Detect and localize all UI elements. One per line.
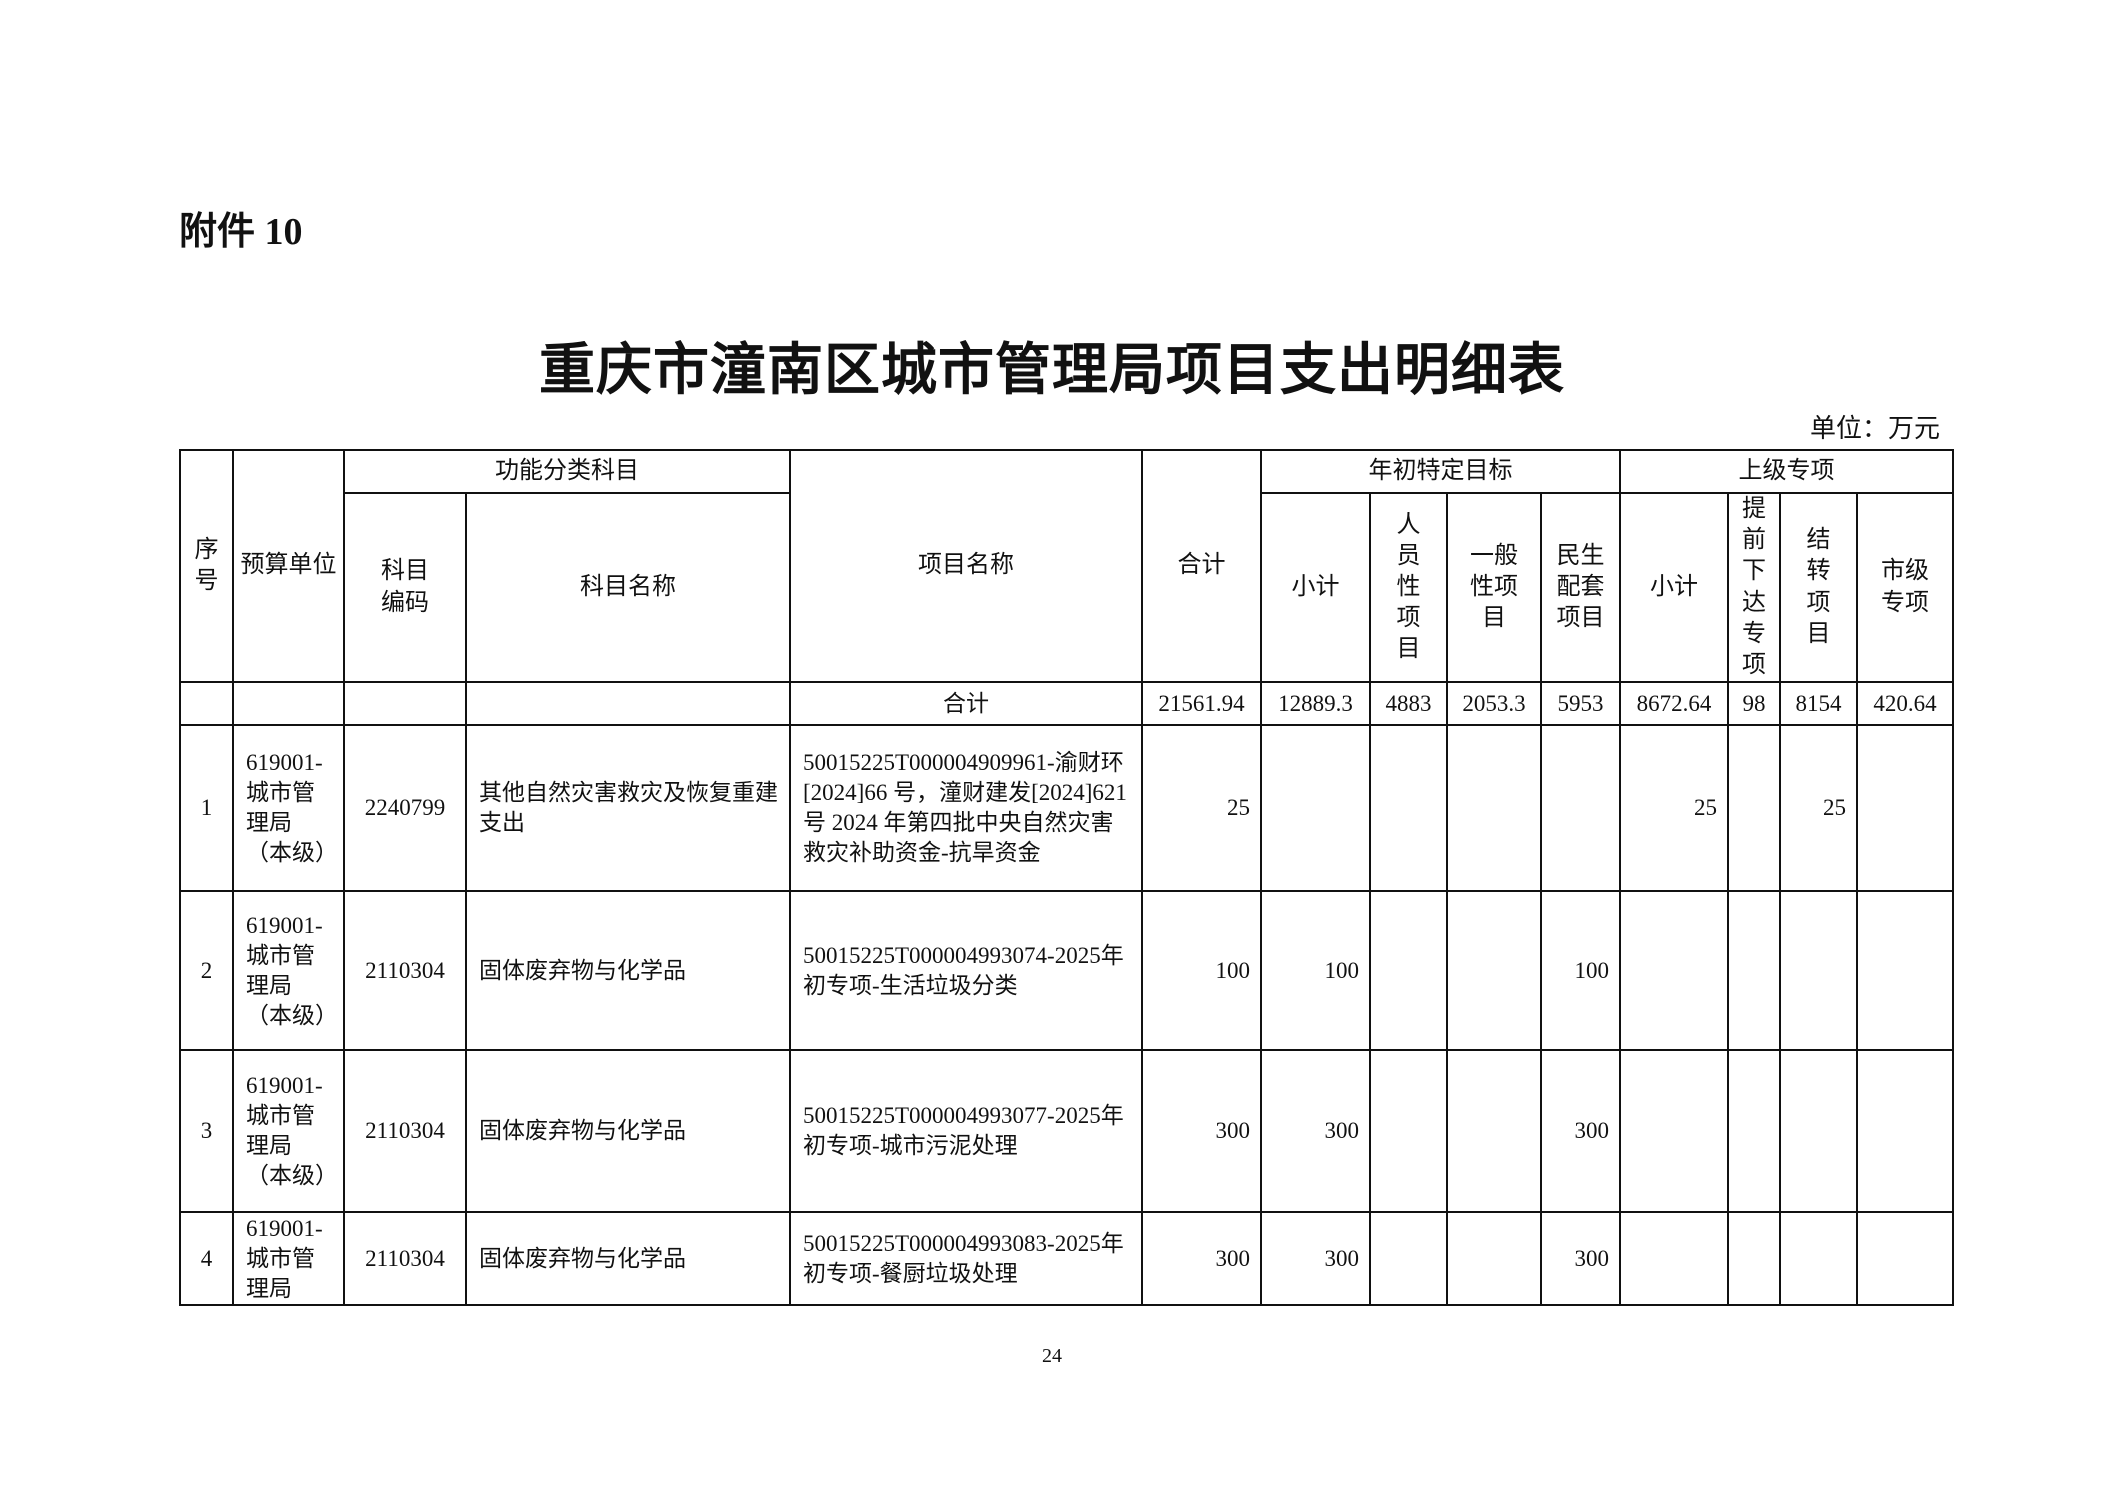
cell-subject: 其他自然灾害救灾及恢复重建支出 bbox=[465, 724, 791, 893]
cell-annual-sub: 300 bbox=[1260, 1049, 1371, 1214]
cell-subject: 固体废弃物与化学品 bbox=[465, 1211, 791, 1307]
cell-upper-sub bbox=[1619, 1049, 1729, 1214]
header-advance: 提前下达专项 bbox=[1727, 491, 1781, 684]
cell-seq: 4 bbox=[179, 1211, 234, 1307]
header-func-group: 功能分类科目 bbox=[343, 449, 791, 494]
cell-upper-sub bbox=[1619, 1211, 1729, 1307]
total-annual-sub: 12889.3 bbox=[1260, 681, 1371, 727]
total-advance: 98 bbox=[1727, 681, 1781, 727]
header-upper-group: 上级专项 bbox=[1619, 449, 1954, 494]
cell-total: 25 bbox=[1141, 724, 1262, 893]
cell-personnel bbox=[1369, 1049, 1448, 1214]
cell-project: 50015225T000004993074-2025年初专项-生活垃圾分类 bbox=[789, 890, 1143, 1052]
header-general: 一般性项目 bbox=[1446, 491, 1542, 684]
header-seq: 序号 bbox=[179, 448, 234, 684]
attachment-label: 附件 10 bbox=[179, 211, 303, 253]
cell-unit: 619001-城市管理局 bbox=[232, 1211, 345, 1307]
header-total: 合计 bbox=[1141, 448, 1262, 684]
cell-subject: 固体废弃物与化学品 bbox=[465, 1049, 791, 1214]
table-row: 1 619001-城市管理局（本级） 2240799 其他自然灾害救灾及恢复重建支出 5… bbox=[179, 724, 1954, 893]
cell-personnel bbox=[1369, 724, 1448, 893]
header-livelihood: 民生配套项目 bbox=[1540, 491, 1621, 684]
cell-seq: 1 bbox=[179, 724, 234, 893]
cell-code: 2110304 bbox=[343, 890, 467, 1052]
cell-unit: 619001-城市管理局（本级） bbox=[232, 1049, 345, 1214]
unit-label: 单位：万元 bbox=[1809, 414, 1940, 443]
cell-project: 50015225T000004909961-渝财环[2024]66 号，潼财建发… bbox=[789, 724, 1143, 893]
cell-livelihood bbox=[1540, 724, 1621, 893]
total-label: 合计 bbox=[789, 681, 1143, 727]
table-row: 2 619001-城市管理局（本级） 2110304 固体废弃物与化学品 5001522… bbox=[179, 890, 1954, 1052]
header-carryover: 结转项目 bbox=[1779, 491, 1858, 684]
cell-city bbox=[1856, 1049, 1954, 1214]
cell-code: 2110304 bbox=[343, 1211, 467, 1307]
cell-city bbox=[1856, 1211, 1954, 1307]
total-general: 2053.3 bbox=[1446, 681, 1542, 727]
header-subject: 科目名称 bbox=[465, 491, 791, 684]
cell-carryover bbox=[1779, 1049, 1858, 1214]
cell-livelihood: 300 bbox=[1540, 1211, 1621, 1307]
cell-general bbox=[1446, 1211, 1542, 1307]
cell-total: 300 bbox=[1141, 1211, 1262, 1307]
header-personnel: 人员性项目 bbox=[1369, 491, 1448, 684]
cell-upper-sub: 25 bbox=[1619, 724, 1729, 893]
total-city: 420.64 bbox=[1856, 681, 1954, 727]
cell-upper-sub bbox=[1619, 890, 1729, 1052]
header-upper-sub: 小计 bbox=[1619, 491, 1729, 684]
page-number: 24 bbox=[1042, 1345, 1062, 1367]
cell-advance bbox=[1727, 890, 1781, 1052]
cell-carryover: 25 bbox=[1779, 724, 1858, 893]
cell-advance bbox=[1727, 1211, 1781, 1307]
total-upper-sub: 8672.64 bbox=[1619, 681, 1729, 727]
header-annual-sub: 小计 bbox=[1260, 491, 1371, 684]
cell-unit: 619001-城市管理局（本级） bbox=[232, 890, 345, 1052]
cell-city bbox=[1856, 724, 1954, 893]
expenditure-table: 序号 预算单位 功能分类科目 项目名称 合计 年初特定目标 上级专项 科目编码 … bbox=[179, 448, 1954, 1307]
total-livelihood: 5953 bbox=[1540, 681, 1621, 727]
table-row: 4 619001-城市管理局 2110304 固体废弃物与化学品 50015225T00… bbox=[179, 1211, 1954, 1307]
cell-livelihood: 300 bbox=[1540, 1049, 1621, 1214]
header-city: 市级专项 bbox=[1856, 491, 1954, 684]
cell-project: 50015225T000004993077-2025年初专项-城市污泥处理 bbox=[789, 1049, 1143, 1214]
table-row: 3 619001-城市管理局（本级） 2110304 固体废弃物与化学品 5001522… bbox=[179, 1049, 1954, 1214]
total-row: 合计 21561.94 12889.3 4883 2053.3 5953 867… bbox=[179, 681, 1954, 727]
cell-carryover bbox=[1779, 1211, 1858, 1307]
cell-general bbox=[1446, 1049, 1542, 1214]
cell-code: 2240799 bbox=[343, 724, 467, 893]
cell-personnel bbox=[1369, 890, 1448, 1052]
header-annual-group: 年初特定目标 bbox=[1260, 449, 1621, 494]
total-carryover: 8154 bbox=[1779, 681, 1858, 727]
cell-total: 100 bbox=[1141, 890, 1262, 1052]
cell-livelihood: 100 bbox=[1540, 890, 1621, 1052]
cell-annual-sub: 100 bbox=[1260, 890, 1371, 1052]
cell-annual-sub: 300 bbox=[1260, 1211, 1371, 1307]
total-total: 21561.94 bbox=[1141, 681, 1262, 727]
cell-city bbox=[1856, 890, 1954, 1052]
cell-unit: 619001-城市管理局（本级） bbox=[232, 724, 345, 893]
cell-advance bbox=[1727, 1049, 1781, 1214]
cell-total: 300 bbox=[1141, 1049, 1262, 1214]
cell-seq: 2 bbox=[179, 890, 234, 1052]
page-title: 重庆市潼南区城市管理局项目支出明细表 bbox=[539, 340, 1565, 402]
cell-seq: 3 bbox=[179, 1049, 234, 1214]
total-personnel: 4883 bbox=[1369, 681, 1448, 727]
header-project: 项目名称 bbox=[789, 448, 1143, 684]
header-unit: 预算单位 bbox=[232, 448, 345, 684]
cell-subject: 固体废弃物与化学品 bbox=[465, 890, 791, 1052]
cell-general bbox=[1446, 724, 1542, 893]
cell-carryover bbox=[1779, 890, 1858, 1052]
header-code: 科目编码 bbox=[343, 491, 467, 684]
cell-code: 2110304 bbox=[343, 1049, 467, 1214]
cell-advance bbox=[1727, 724, 1781, 893]
cell-annual-sub bbox=[1260, 724, 1371, 893]
cell-personnel bbox=[1369, 1211, 1448, 1307]
cell-project: 50015225T000004993083-2025年初专项-餐厨垃圾处理 bbox=[789, 1211, 1143, 1307]
cell-general bbox=[1446, 890, 1542, 1052]
